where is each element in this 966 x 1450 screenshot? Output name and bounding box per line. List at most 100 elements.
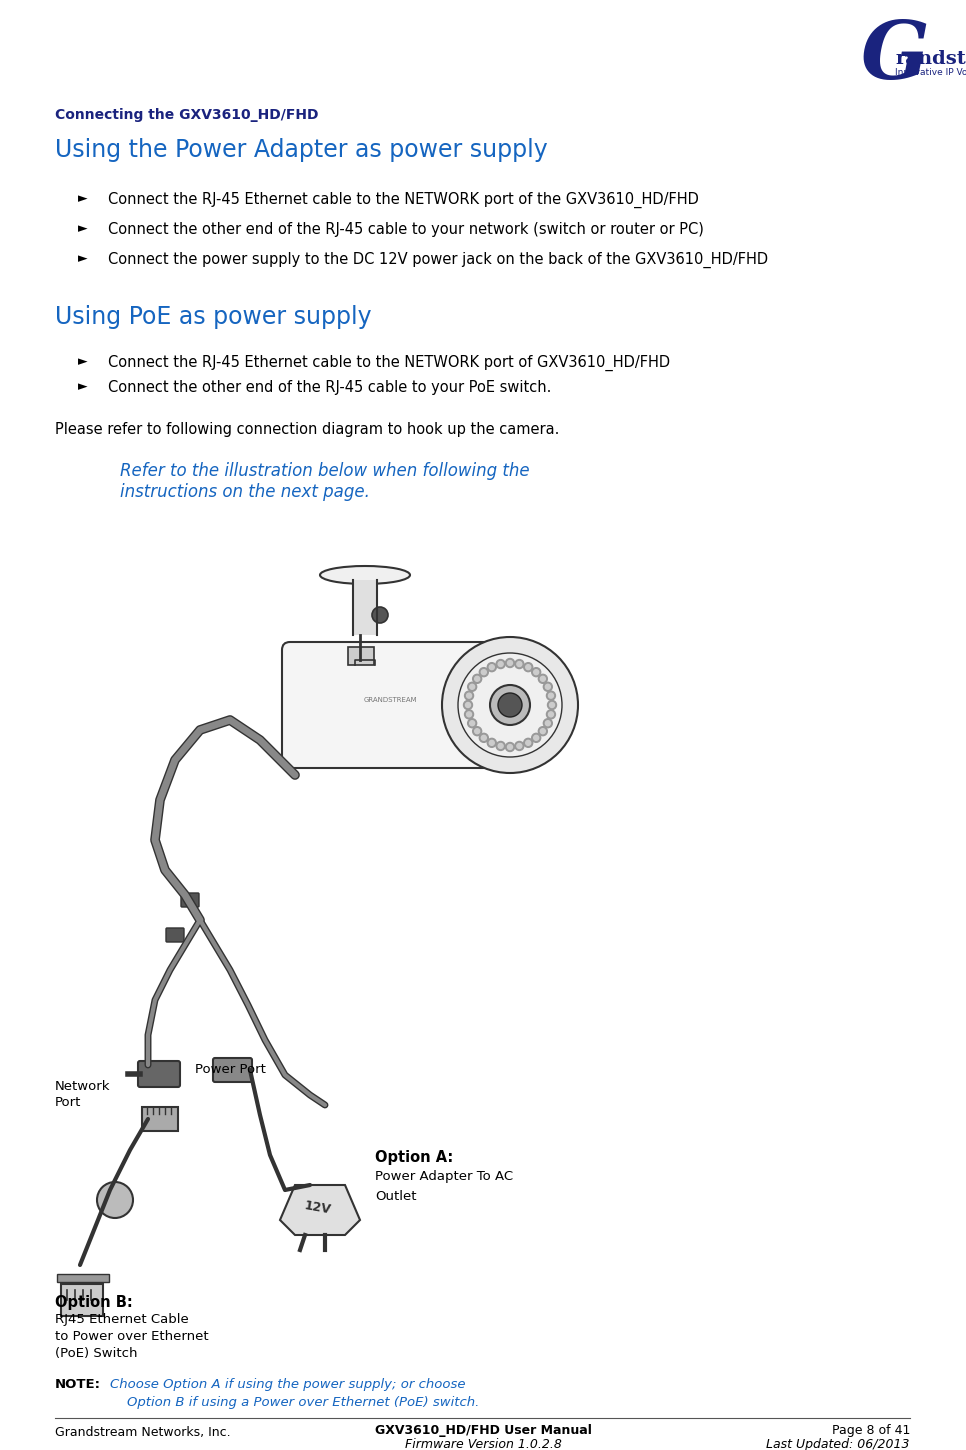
Text: ►: ► bbox=[78, 355, 88, 368]
Text: GXV3610_HD/FHD User Manual: GXV3610_HD/FHD User Manual bbox=[375, 1424, 591, 1437]
Circle shape bbox=[474, 676, 480, 682]
Text: Firmware Version 1.0.2.8: Firmware Version 1.0.2.8 bbox=[405, 1438, 561, 1450]
Text: ►: ► bbox=[78, 222, 88, 235]
Circle shape bbox=[465, 692, 473, 700]
FancyBboxPatch shape bbox=[138, 1061, 180, 1088]
Text: Page 8 of 41: Page 8 of 41 bbox=[832, 1424, 910, 1437]
Circle shape bbox=[464, 700, 472, 709]
Circle shape bbox=[538, 674, 548, 683]
Text: Power Adapter To AC: Power Adapter To AC bbox=[375, 1170, 513, 1183]
Text: ►: ► bbox=[78, 252, 88, 265]
Text: Choose Option A if using the power supply; or choose: Choose Option A if using the power suppl… bbox=[110, 1378, 466, 1391]
Polygon shape bbox=[280, 1185, 360, 1235]
Ellipse shape bbox=[320, 566, 410, 584]
Circle shape bbox=[479, 667, 489, 677]
Circle shape bbox=[505, 658, 515, 667]
Circle shape bbox=[469, 684, 474, 689]
Text: Port: Port bbox=[55, 1096, 81, 1109]
Circle shape bbox=[442, 637, 578, 773]
Text: Last Updated: 06/2013: Last Updated: 06/2013 bbox=[766, 1438, 910, 1450]
Circle shape bbox=[524, 738, 532, 747]
Text: to Power over Ethernet: to Power over Ethernet bbox=[55, 1330, 209, 1343]
Text: NOTE:: NOTE: bbox=[55, 1378, 101, 1391]
Circle shape bbox=[517, 744, 522, 748]
Text: Innovative IP Voice & Video: Innovative IP Voice & Video bbox=[895, 68, 966, 77]
FancyBboxPatch shape bbox=[61, 1285, 103, 1317]
Circle shape bbox=[468, 683, 476, 692]
Circle shape bbox=[531, 667, 541, 677]
Text: Please refer to following connection diagram to hook up the camera.: Please refer to following connection dia… bbox=[55, 422, 559, 436]
Text: 12V: 12V bbox=[303, 1199, 332, 1217]
Circle shape bbox=[524, 663, 532, 671]
Circle shape bbox=[469, 721, 474, 725]
Text: Connect the power supply to the DC 12V power jack on the back of the GXV3610_HD/: Connect the power supply to the DC 12V p… bbox=[108, 252, 768, 268]
Circle shape bbox=[538, 726, 548, 735]
Circle shape bbox=[547, 710, 555, 719]
Circle shape bbox=[498, 693, 522, 716]
Text: Connect the other end of the RJ-45 cable to your PoE switch.: Connect the other end of the RJ-45 cable… bbox=[108, 380, 552, 394]
Circle shape bbox=[472, 674, 482, 683]
Circle shape bbox=[546, 684, 551, 689]
FancyBboxPatch shape bbox=[181, 893, 199, 908]
Circle shape bbox=[540, 676, 546, 682]
Text: Network: Network bbox=[55, 1080, 110, 1093]
FancyBboxPatch shape bbox=[213, 1058, 252, 1082]
Circle shape bbox=[517, 661, 522, 667]
Text: (PoE) Switch: (PoE) Switch bbox=[55, 1347, 137, 1360]
Circle shape bbox=[543, 719, 553, 728]
Circle shape bbox=[465, 710, 473, 719]
FancyBboxPatch shape bbox=[348, 647, 374, 666]
Circle shape bbox=[489, 664, 495, 670]
Circle shape bbox=[515, 741, 524, 751]
Circle shape bbox=[550, 702, 554, 708]
Text: Connect the RJ-45 Ethernet cable to the NETWORK port of GXV3610_HD/FHD: Connect the RJ-45 Ethernet cable to the … bbox=[108, 355, 670, 371]
Text: instructions on the next page.: instructions on the next page. bbox=[120, 483, 370, 502]
Circle shape bbox=[97, 1182, 133, 1218]
Text: Connect the other end of the RJ-45 cable to your network (switch or router or PC: Connect the other end of the RJ-45 cable… bbox=[108, 222, 704, 236]
Text: Using PoE as power supply: Using PoE as power supply bbox=[55, 304, 372, 329]
Text: Refer to the illustration below when following the: Refer to the illustration below when fol… bbox=[120, 463, 529, 480]
Text: Power Port: Power Port bbox=[195, 1063, 266, 1076]
Text: randstream: randstream bbox=[895, 49, 966, 68]
Circle shape bbox=[481, 735, 486, 741]
Circle shape bbox=[467, 712, 471, 716]
Circle shape bbox=[533, 670, 539, 674]
Circle shape bbox=[547, 692, 555, 700]
Circle shape bbox=[474, 729, 480, 734]
Text: Option A:: Option A: bbox=[375, 1150, 453, 1164]
Circle shape bbox=[466, 702, 470, 708]
Text: G: G bbox=[860, 17, 928, 96]
Circle shape bbox=[487, 738, 497, 747]
Circle shape bbox=[479, 734, 489, 742]
Circle shape bbox=[458, 652, 562, 757]
Circle shape bbox=[497, 660, 505, 668]
Circle shape bbox=[490, 684, 530, 725]
Circle shape bbox=[526, 741, 530, 745]
Circle shape bbox=[540, 729, 546, 734]
FancyBboxPatch shape bbox=[57, 1275, 109, 1282]
Text: ►: ► bbox=[78, 380, 88, 393]
Circle shape bbox=[487, 663, 497, 671]
Circle shape bbox=[548, 700, 556, 709]
Circle shape bbox=[372, 608, 388, 624]
Circle shape bbox=[468, 719, 476, 728]
Circle shape bbox=[549, 693, 554, 697]
FancyBboxPatch shape bbox=[142, 1106, 178, 1131]
Text: Option B:: Option B: bbox=[55, 1295, 132, 1309]
Text: Using the Power Adapter as power supply: Using the Power Adapter as power supply bbox=[55, 138, 548, 162]
FancyBboxPatch shape bbox=[166, 928, 184, 942]
Text: GRANDSTREAM: GRANDSTREAM bbox=[363, 697, 416, 703]
Circle shape bbox=[498, 661, 503, 667]
Circle shape bbox=[498, 744, 503, 748]
Circle shape bbox=[467, 693, 471, 697]
Circle shape bbox=[489, 741, 495, 745]
Circle shape bbox=[546, 721, 551, 725]
Circle shape bbox=[507, 661, 513, 666]
Circle shape bbox=[549, 712, 554, 716]
Circle shape bbox=[531, 734, 541, 742]
Circle shape bbox=[507, 744, 513, 750]
Text: ►: ► bbox=[78, 191, 88, 204]
Circle shape bbox=[515, 660, 524, 668]
Circle shape bbox=[543, 683, 553, 692]
Text: Connecting the GXV3610_HD/FHD: Connecting the GXV3610_HD/FHD bbox=[55, 107, 319, 122]
